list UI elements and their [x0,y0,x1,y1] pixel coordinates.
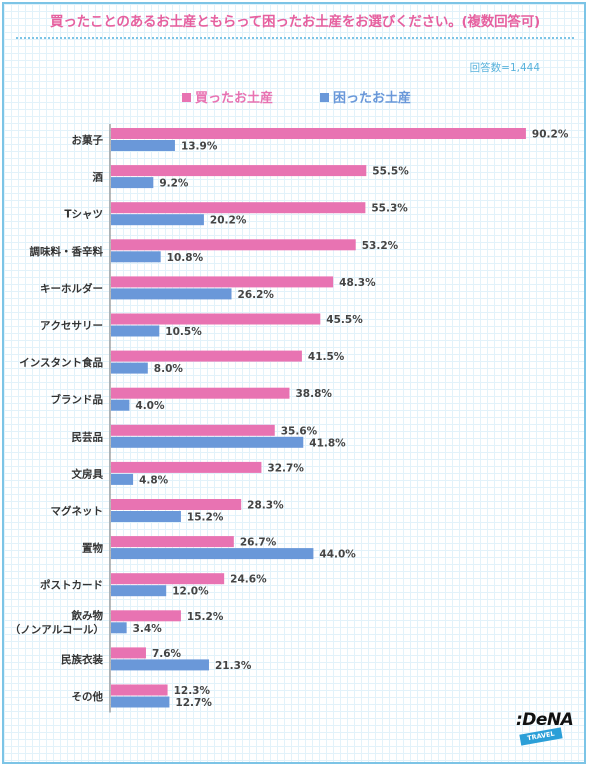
data-label: 48.3% [339,277,376,289]
bar-bought [111,128,526,139]
data-label: 20.2% [210,215,247,227]
data-label: 15.2% [187,611,224,623]
data-label: 10.5% [165,326,202,338]
bar-troubled [111,548,314,560]
bar-troubled [111,251,161,263]
category-label: ブランド品 [51,393,104,406]
data-label: 26.7% [240,537,277,549]
legend-swatch [182,93,191,102]
category-label: 民族衣装 [61,653,103,666]
bar-troubled [111,622,127,634]
bar-bought [111,313,321,325]
bar-troubled [111,696,170,708]
data-label: 41.8% [309,437,346,449]
data-label: 9.2% [159,178,189,190]
data-label: 7.6% [152,648,182,660]
data-label: 35.6% [281,425,318,437]
data-label: 38.8% [295,388,332,400]
data-label: 26.2% [238,289,275,301]
bar-troubled [111,177,154,189]
respondent-count: 回答数=1,444 [469,62,540,74]
bar-bought [111,610,181,622]
bar-troubled [111,140,175,151]
data-label: 12.3% [174,685,211,697]
logo-badge: TRAVEL [519,727,563,746]
data-label: 44.0% [319,549,356,561]
data-label: 21.3% [215,660,252,672]
category-label: 飲み物（ノンアルコール） [10,609,104,636]
bar-troubled [111,288,232,300]
data-label: 24.6% [230,574,267,586]
category-label: お菓子 [72,134,104,147]
bar-troubled [111,436,304,448]
bar-troubled [111,585,167,597]
data-label: 4.8% [139,474,169,486]
bar-bought [111,684,168,696]
data-label: 4.0% [135,400,165,412]
bar-bought [111,573,225,585]
bar-bought [111,499,242,510]
data-label: 15.2% [187,512,224,524]
logo-wordmark: :DeNA [516,710,574,730]
legend-label: 買ったお土産 [195,90,273,106]
bar-troubled [111,214,204,226]
title-divider [16,37,574,39]
bar-bought [111,202,366,214]
data-label: 10.8% [167,252,204,264]
data-label: 3.4% [133,623,163,635]
data-label: 55.3% [371,203,408,215]
category-label: 文房具 [71,467,104,480]
category-label: アクセサリー [40,320,103,332]
category-label: その他 [72,690,104,703]
dena-travel-logo: :DeNA TRAVEL [516,710,574,748]
data-label: 41.5% [308,351,345,363]
data-label: 13.9% [181,141,218,153]
bar-bought [111,350,302,362]
data-label: 90.2% [532,129,569,141]
category-label: 調味料・香辛料 [30,245,104,258]
bar-troubled [111,399,130,411]
category-label: 酒 [93,171,104,184]
category-label: インスタント食品 [19,356,103,369]
data-label: 55.5% [372,166,409,178]
category-label: 置物 [82,542,103,555]
data-label: 8.0% [154,363,184,375]
data-label: 12.7% [175,697,212,709]
category-label: ポストカード [40,579,103,592]
category-label: 民芸品 [72,430,104,443]
data-label: 12.0% [172,586,209,598]
bar-troubled [111,362,148,374]
chart-title: 買ったことのあるお土産ともらって困ったお土産をお選びください。(複数回答可) [50,14,540,30]
bar-bought [111,239,356,251]
legend-swatch [320,93,329,102]
bar-troubled [111,659,209,671]
bar-bought [111,647,146,659]
category-label: キーホルダー [40,282,103,295]
data-label: 45.5% [326,314,363,326]
bar-bought [111,461,262,473]
legend-label: 困ったお土産 [333,90,411,106]
category-label: マグネット [51,505,104,518]
data-label: 28.3% [247,500,284,512]
bar-bought [111,165,367,177]
bar-bought [111,276,334,288]
bar-troubled [111,511,181,522]
bar-troubled [111,325,160,337]
data-label: 53.2% [362,240,399,252]
data-label: 32.7% [267,462,304,474]
bar-bought [111,387,290,399]
bar-bought [111,424,275,436]
category-label: Tシャツ [64,209,103,221]
bar-troubled [111,473,134,485]
bar-bought [111,536,234,548]
